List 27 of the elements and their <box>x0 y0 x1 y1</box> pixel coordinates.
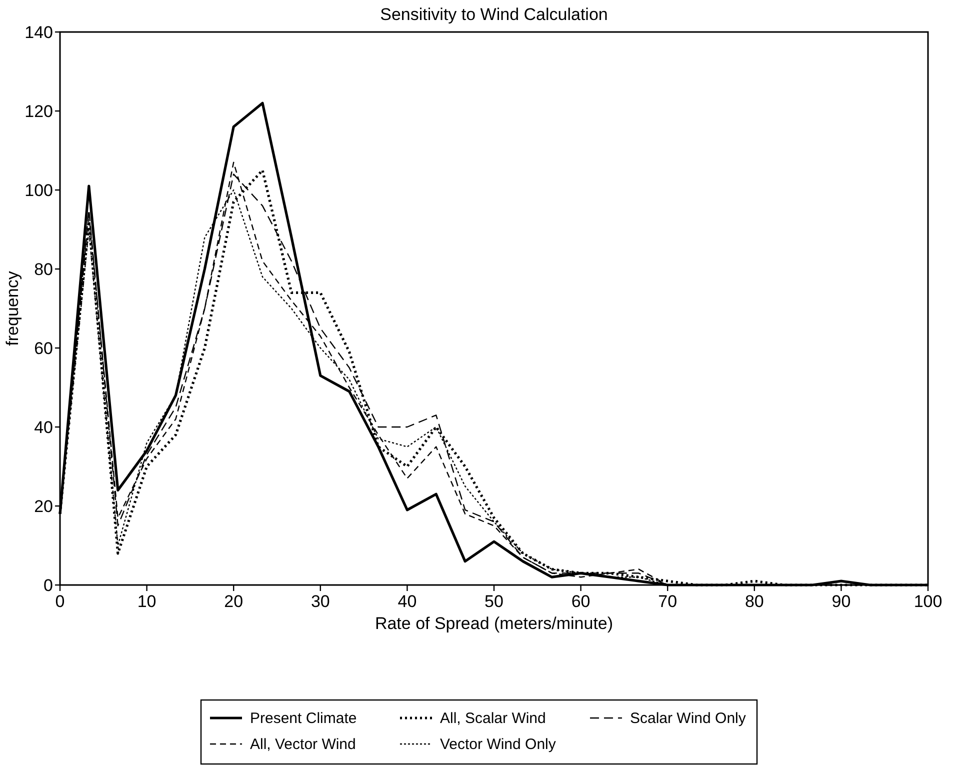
legend-label: Vector Wind Only <box>440 736 556 753</box>
y-tick-label: 20 <box>34 497 53 516</box>
chart-title: Sensitivity to Wind Calculation <box>380 5 608 24</box>
x-axis-title: Rate of Spread (meters/minute) <box>374 614 614 633</box>
x-tick-label: 100 <box>914 592 942 611</box>
x-tick-label: 30 <box>310 592 330 611</box>
y-tick-label: 60 <box>34 339 53 358</box>
y-axis-title: frequency <box>3 270 22 346</box>
x-tick-label: 20 <box>224 592 244 611</box>
x-tick-label: 80 <box>744 592 764 611</box>
y-tick-label: 80 <box>34 260 53 279</box>
y-tick-label: 100 <box>24 181 53 200</box>
legend-label: Scalar Wind Only <box>630 710 746 727</box>
y-tick-label: 120 <box>24 102 53 121</box>
x-tick-label: 50 <box>484 592 504 611</box>
x-tick-label: 0 <box>55 592 65 611</box>
x-tick-label: 60 <box>571 592 590 611</box>
x-tick-label: 40 <box>398 592 417 611</box>
legend-label: Present Climate <box>250 710 357 727</box>
y-tick-label: 0 <box>44 576 53 595</box>
x-tick-label: 90 <box>832 592 851 611</box>
x-tick-label: 70 <box>658 592 678 611</box>
y-tick-label: 40 <box>34 418 53 437</box>
legend-label: All, Scalar Wind <box>440 710 546 727</box>
x-tick-label: 10 <box>137 592 156 611</box>
y-tick-label: 140 <box>24 23 53 42</box>
legend-label: All, Vector Wind <box>250 736 356 753</box>
